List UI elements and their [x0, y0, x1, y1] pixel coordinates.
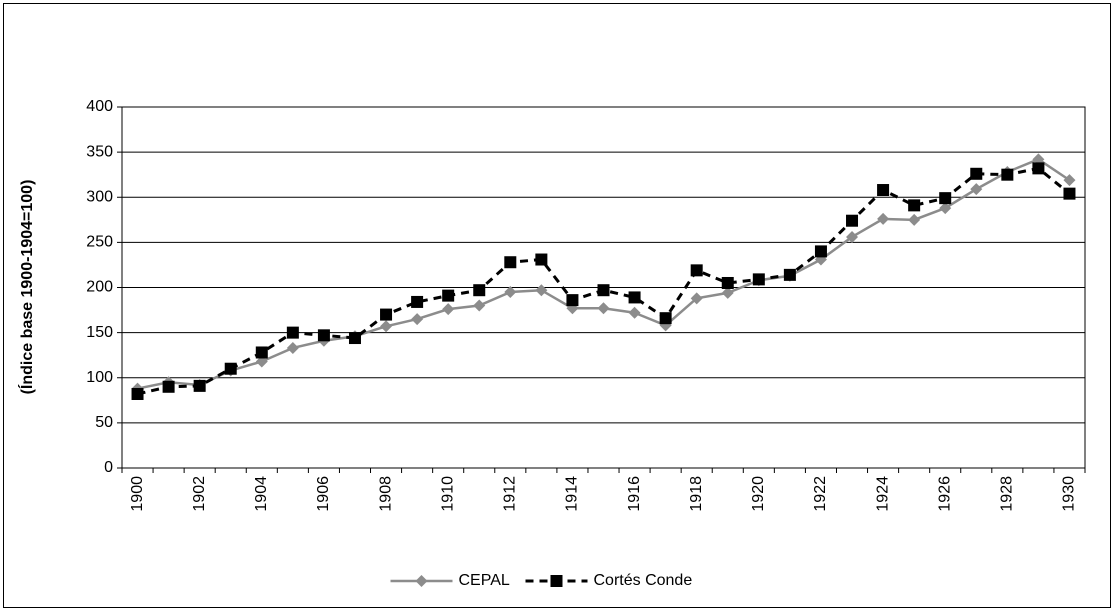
data-point: [690, 292, 703, 305]
x-tick-label: 1900: [129, 476, 146, 512]
plot-frame: [121, 106, 1086, 469]
y-tick-label: 350: [86, 143, 113, 160]
x-tick-label: 1908: [377, 476, 394, 512]
y-tick-label: 200: [86, 279, 113, 296]
data-point: [380, 308, 393, 321]
data-point: [1001, 168, 1014, 181]
data-point: [255, 346, 268, 359]
data-point: [970, 183, 983, 196]
data-point: [286, 341, 299, 354]
y-tick-label: 400: [86, 98, 113, 115]
legend-marker: [550, 575, 563, 587]
x-tick-label: 1918: [688, 476, 705, 512]
y-tick-label: 150: [86, 324, 113, 341]
legend-marker: [415, 575, 428, 587]
data-point: [628, 306, 641, 319]
x-tick-label: 1904: [253, 476, 270, 512]
x-tick-label: 1930: [1061, 476, 1078, 512]
chart-border: [3, 3, 1111, 608]
data-point: [908, 199, 921, 212]
y-tick-label: 0: [104, 459, 113, 476]
data-point: [970, 167, 983, 180]
x-tick-label: 1916: [626, 476, 643, 512]
data-point: [597, 284, 610, 297]
data-point: [286, 326, 299, 339]
data-point: [721, 276, 734, 289]
data-point: [473, 299, 486, 312]
data-point: [939, 192, 952, 205]
data-point: [814, 245, 827, 258]
data-point: [411, 313, 424, 326]
data-point: [473, 284, 486, 297]
data-point: [1032, 153, 1045, 166]
data-point: [1063, 187, 1076, 200]
y-tick-label: 50: [95, 414, 113, 431]
data-point: [255, 355, 268, 368]
data-point: [224, 362, 237, 375]
x-tick-label: 1914: [564, 476, 581, 512]
x-tick-label: 1910: [439, 476, 456, 512]
legend: CEPAL Cortés Conde: [390, 572, 693, 589]
data-point: [535, 253, 548, 266]
data-point: [131, 387, 144, 400]
data-point: [628, 291, 641, 304]
data-point: [504, 256, 517, 269]
x-tick-label: 1902: [191, 476, 208, 512]
data-point: [535, 284, 548, 297]
legend-label: CEPAL: [459, 572, 510, 589]
data-point: [442, 303, 455, 316]
data-point: [690, 264, 703, 277]
data-point: [877, 212, 890, 225]
data-point: [846, 214, 859, 227]
legend-label: Cortés Conde: [594, 572, 693, 589]
x-tick-label: 1924: [874, 476, 891, 512]
data-point: [162, 380, 175, 393]
data-point: [908, 213, 921, 226]
data-point: [348, 332, 361, 345]
data-point: [317, 329, 330, 342]
data-point: [597, 302, 610, 315]
x-tick-label: 1920: [750, 476, 767, 512]
y-tick-label: 300: [86, 188, 113, 205]
data-point: [442, 289, 455, 302]
x-tick-label: 1922: [812, 476, 829, 512]
data-point: [877, 184, 890, 197]
data-point: [846, 230, 859, 243]
y-tick-label: 250: [86, 234, 113, 251]
y-tick-label: 100: [86, 369, 113, 386]
data-point: [752, 273, 765, 286]
data-point: [193, 379, 206, 392]
x-tick-label: 1928: [999, 476, 1016, 512]
y-axis-label: (Índice base 1900-1904=100): [17, 180, 36, 395]
data-point: [783, 268, 796, 281]
x-tick-label: 1926: [936, 476, 953, 512]
data-point: [566, 294, 579, 307]
data-point: [939, 202, 952, 215]
data-point: [380, 320, 393, 333]
data-point: [411, 295, 424, 308]
data-point: [504, 286, 517, 299]
x-tick-label: 1906: [315, 476, 332, 512]
data-point: [1063, 174, 1076, 187]
data-point: [1032, 162, 1045, 175]
data-point: [659, 312, 672, 325]
data-point: [814, 253, 827, 266]
data-point: [721, 286, 734, 299]
x-tick-label: 1912: [502, 476, 519, 512]
